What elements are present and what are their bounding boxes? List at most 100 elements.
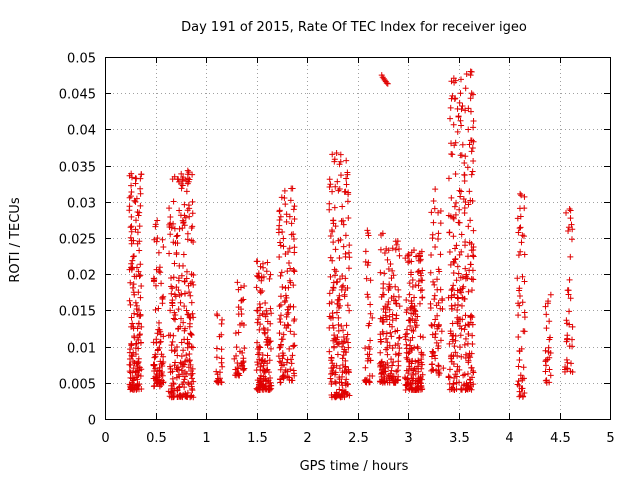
data-point: [257, 375, 264, 382]
data-point: [434, 276, 441, 283]
data-point: [380, 314, 387, 321]
data-point: [152, 306, 159, 313]
data-point: [128, 213, 135, 220]
data-point: [362, 364, 369, 371]
data-point: [411, 294, 418, 301]
data-point: [126, 297, 133, 304]
data-point: [435, 236, 442, 243]
data-point: [334, 392, 341, 399]
data-point: [519, 375, 526, 382]
chart-title: Day 191 of 2015, Rate Of TEC Index for r…: [181, 20, 527, 35]
data-point: [366, 351, 373, 358]
data-point: [173, 284, 180, 291]
data-point: [278, 194, 285, 201]
data-point: [451, 343, 458, 350]
data-point: [429, 331, 436, 338]
data-point: [263, 268, 270, 275]
data-point: [255, 386, 262, 393]
data-point: [345, 339, 352, 346]
data-point: [327, 273, 334, 280]
data-point: [331, 332, 338, 339]
data-point: [340, 282, 347, 289]
data-point: [330, 364, 337, 371]
data-point: [278, 336, 285, 343]
data-point: [155, 305, 162, 312]
data-point: [453, 379, 460, 386]
data-point: [171, 348, 178, 355]
data-point: [470, 91, 477, 98]
data-point: [338, 284, 345, 291]
data-point: [284, 321, 291, 328]
data-point: [462, 335, 469, 342]
x-tick-label: 3: [404, 431, 412, 446]
data-point: [386, 379, 393, 386]
data-point: [386, 342, 393, 349]
data-point: [334, 334, 341, 341]
data-point: [154, 374, 161, 381]
data-point: [218, 346, 225, 353]
data-point: [213, 378, 220, 385]
data-point: [187, 292, 194, 299]
data-point: [277, 312, 284, 319]
data-point: [467, 354, 474, 361]
data-point: [453, 386, 460, 393]
data-point: [280, 243, 287, 250]
data-point: [406, 348, 413, 355]
data-point: [260, 273, 267, 280]
data-point: [454, 294, 461, 301]
data-point: [233, 352, 240, 359]
data-point: [259, 352, 266, 359]
data-point: [280, 375, 287, 382]
data-point: [336, 386, 343, 393]
data-point: [133, 264, 140, 271]
data-point: [450, 214, 457, 221]
data-point: [340, 327, 347, 334]
data-point: [156, 367, 163, 374]
data-point: [189, 387, 196, 394]
data-point: [179, 225, 186, 232]
data-point: [291, 331, 298, 338]
data-point: [369, 314, 376, 321]
data-point: [285, 309, 292, 316]
data-point: [517, 190, 524, 197]
data-point: [458, 353, 465, 360]
data-point: [184, 230, 191, 237]
data-point: [167, 231, 174, 238]
data-point: [415, 375, 422, 382]
data-point: [176, 207, 183, 214]
data-point: [448, 95, 455, 102]
data-point: [336, 185, 343, 192]
data-point: [568, 360, 575, 367]
data-point: [277, 319, 284, 326]
data-point: [185, 169, 192, 176]
data-point: [456, 206, 463, 213]
data-point: [435, 345, 442, 352]
data-point: [232, 372, 239, 379]
data-point: [455, 219, 462, 226]
data-point: [436, 268, 443, 275]
data-point: [429, 231, 436, 238]
data-point: [188, 237, 195, 244]
data-point: [563, 209, 570, 216]
data-point: [519, 273, 526, 280]
data-point: [181, 278, 188, 285]
data-point: [155, 249, 162, 256]
data-point: [126, 361, 133, 368]
data-point: [344, 285, 351, 292]
data-point: [189, 344, 196, 351]
data-point: [175, 275, 182, 282]
x-axis-label: GPS time / hours: [300, 459, 409, 474]
data-point: [470, 244, 477, 251]
data-point: [341, 291, 348, 298]
data-point: [280, 235, 287, 242]
data-point: [461, 159, 468, 166]
data-point: [189, 198, 196, 205]
data-point: [134, 240, 141, 247]
data-point: [290, 342, 297, 349]
data-point: [254, 258, 261, 265]
data-point: [256, 356, 263, 363]
data-point: [266, 357, 273, 364]
data-point: [154, 330, 161, 337]
data-point: [137, 190, 144, 197]
data-point: [465, 353, 472, 360]
